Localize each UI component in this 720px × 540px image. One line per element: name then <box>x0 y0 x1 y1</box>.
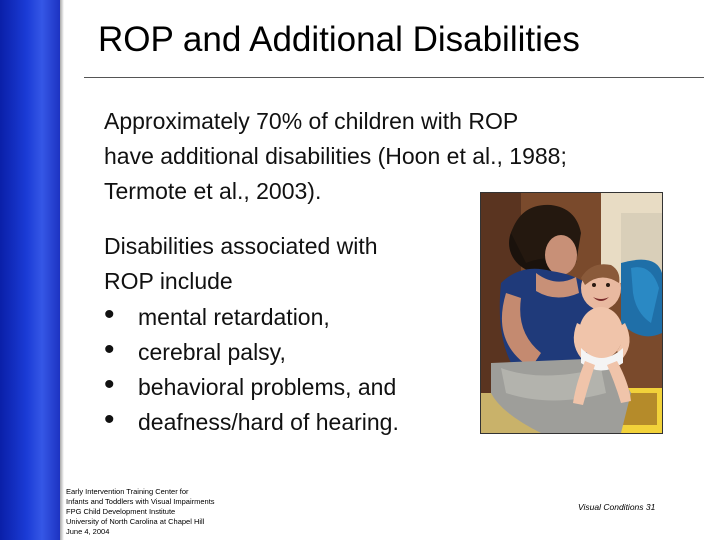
footer-credits: Early Intervention Training Center for I… <box>66 487 306 537</box>
list-item: • mental retardation, <box>104 300 399 335</box>
disability-list: • mental retardation, • cerebral palsy, … <box>104 300 399 440</box>
intro-line: Termote et al., 2003). <box>104 178 322 204</box>
intro-paragraph: Approximately 70% of children with ROP h… <box>104 104 684 209</box>
list-item: • behavioral problems, and <box>104 370 399 405</box>
list-item: • cerebral palsy, <box>104 335 399 370</box>
list-item-text: deafness/hard of hearing. <box>138 409 399 435</box>
mother-and-baby-photo <box>480 192 663 434</box>
slide-title: ROP and Additional Disabilities <box>98 20 580 59</box>
left-bar-shadow <box>60 0 64 540</box>
bullet-icon: • <box>104 333 115 366</box>
footer-line: June 4, 2004 <box>66 527 110 536</box>
list-item-text: cerebral palsy, <box>138 339 286 365</box>
intro-line: Approximately 70% of children with ROP <box>104 108 519 134</box>
left-accent-bar <box>0 0 60 540</box>
list-intro-line: Disabilities associated with <box>104 233 378 259</box>
list-intro-paragraph: Disabilities associated with ROP include <box>104 229 684 299</box>
bullet-icon: • <box>104 298 115 331</box>
list-intro-line: ROP include <box>104 268 233 294</box>
slide-page-label: Visual Conditions 31 <box>578 502 656 512</box>
photo-illustration <box>481 193 662 433</box>
bullet-icon: • <box>104 403 115 436</box>
bullet-icon: • <box>104 368 115 401</box>
intro-line: have additional disabilities (Hoon et al… <box>104 143 567 169</box>
footer-line: Infants and Toddlers with Visual Impairm… <box>66 497 215 506</box>
list-item-text: mental retardation, <box>138 304 330 330</box>
list-item-text: behavioral problems, and <box>138 374 397 400</box>
title-divider <box>84 77 704 78</box>
footer-line: Early Intervention Training Center for <box>66 487 189 496</box>
footer-line: University of North Carolina at Chapel H… <box>66 517 205 526</box>
footer-line: FPG Child Development Institute <box>66 507 176 516</box>
list-item: • deafness/hard of hearing. <box>104 405 399 440</box>
